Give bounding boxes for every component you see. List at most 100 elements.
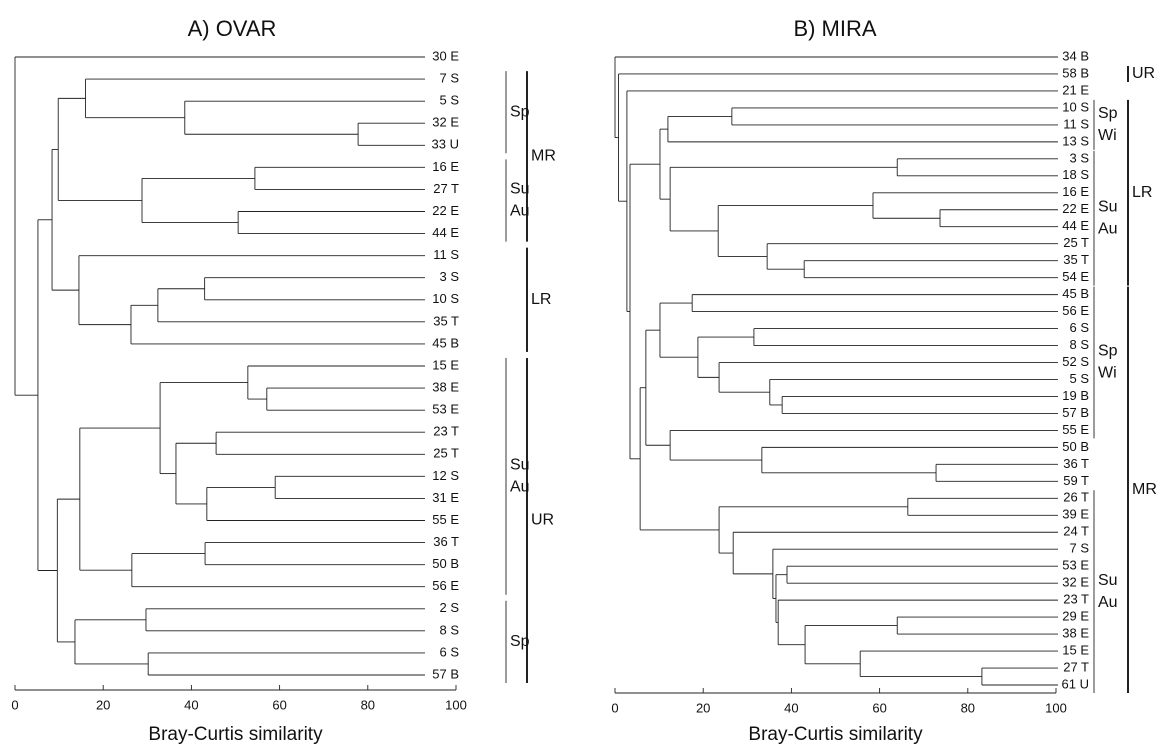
x-tick-label: 40 <box>184 697 198 712</box>
leaf-label: 38 E <box>1062 626 1089 641</box>
season-label: Au <box>1098 594 1118 611</box>
leaf-label: 24 T <box>1063 524 1089 539</box>
leaf-label: 3 S <box>439 269 459 284</box>
season-label: Au <box>510 203 530 220</box>
x-axis-label: Bray-Curtis similarity <box>748 724 923 745</box>
leaf-label: 12 S <box>432 468 459 483</box>
x-tick-label: 20 <box>96 697 110 712</box>
leaf-label: 50 B <box>1062 439 1089 454</box>
zone-label: UR <box>1132 65 1155 82</box>
season-label: Su <box>1098 198 1118 215</box>
panel-title: A) OVAR <box>188 16 277 41</box>
leaf-label: 22 E <box>1062 201 1089 216</box>
leaf-label: 29 E <box>1062 609 1089 624</box>
leaf-label: 2 S <box>439 600 459 615</box>
leaf-label: 25 T <box>1063 235 1089 250</box>
zone-label: UR <box>531 512 554 529</box>
zone-label: LR <box>1132 184 1152 201</box>
season-label: Sp <box>1098 105 1118 122</box>
season-label: Sp <box>510 633 530 650</box>
leaf-label: 56 E <box>1062 303 1089 318</box>
leaf-label: 31 E <box>432 490 459 505</box>
leaf-label: 61 U <box>1062 676 1089 691</box>
leaf-label: 45 B <box>1062 286 1089 301</box>
x-tick-label: 100 <box>445 697 467 712</box>
x-tick-label: 40 <box>784 700 798 715</box>
leaf-label: 15 E <box>432 357 459 372</box>
leaf-label: 59 T <box>1063 473 1089 488</box>
leaf-label: 35 T <box>433 313 459 328</box>
x-tick-label: 0 <box>11 697 18 712</box>
leaf-label: 3 S <box>1069 150 1089 165</box>
season-label: Su <box>510 457 530 474</box>
x-tick-label: 100 <box>1045 700 1067 715</box>
leaf-label: 58 B <box>1062 65 1089 80</box>
leaf-label: 36 T <box>1063 456 1089 471</box>
leaf-label: 33 U <box>432 137 459 152</box>
x-tick-label: 60 <box>272 697 286 712</box>
season-label: Sp <box>510 103 530 120</box>
leaf-label: 19 B <box>1062 388 1089 403</box>
leaf-label: 44 E <box>1062 218 1089 233</box>
leaf-label: 38 E <box>432 380 459 395</box>
leaf-label: 27 T <box>433 181 459 196</box>
zone-label: MR <box>1132 481 1157 498</box>
leaf-label: 21 E <box>1062 82 1089 97</box>
season-label: Wi <box>1098 127 1117 144</box>
leaf-label: 22 E <box>432 203 459 218</box>
season-label: Su <box>510 181 530 198</box>
leaf-label: 52 S <box>1062 354 1089 369</box>
leaf-label: 15 E <box>1062 642 1089 657</box>
leaf-label: 53 E <box>432 402 459 417</box>
leaf-label: 8 S <box>1069 337 1089 352</box>
zone-label: MR <box>531 148 556 165</box>
leaf-label: 39 E <box>1062 507 1089 522</box>
leaf-label: 55 E <box>1062 422 1089 437</box>
season-label: Wi <box>1098 365 1117 382</box>
panel-title: B) MIRA <box>793 16 876 41</box>
leaf-label: 16 E <box>432 159 459 174</box>
x-tick-label: 80 <box>961 700 975 715</box>
leaf-label: 5 S <box>1069 371 1089 386</box>
leaf-label: 8 S <box>439 622 459 637</box>
season-label: Au <box>1098 220 1118 237</box>
leaf-label: 5 S <box>439 93 459 108</box>
x-axis-label: Bray-Curtis similarity <box>148 724 323 745</box>
leaf-label: 36 T <box>433 534 459 549</box>
season-label: Su <box>1098 572 1118 589</box>
leaf-label: 27 T <box>1063 659 1089 674</box>
leaf-label: 13 S <box>1062 133 1089 148</box>
season-label: Au <box>510 479 530 496</box>
leaf-label: 25 T <box>433 446 459 461</box>
leaf-label: 10 S <box>432 291 459 306</box>
x-tick-label: 60 <box>872 700 886 715</box>
leaf-label: 53 E <box>1062 558 1089 573</box>
leaf-label: 23 T <box>433 424 459 439</box>
leaf-label: 16 E <box>1062 184 1089 199</box>
leaf-label: 56 E <box>432 578 459 593</box>
leaf-label: 32 E <box>432 115 459 130</box>
x-tick-label: 0 <box>611 700 618 715</box>
season-label: Sp <box>1098 343 1118 360</box>
leaf-label: 23 T <box>1063 592 1089 607</box>
leaf-label: 7 S <box>439 71 459 86</box>
zone-label: LR <box>531 291 551 308</box>
leaf-label: 54 E <box>1062 269 1089 284</box>
leaf-label: 44 E <box>432 225 459 240</box>
leaf-label: 45 B <box>432 335 459 350</box>
leaf-label: 7 S <box>1069 541 1089 556</box>
leaf-label: 30 E <box>432 48 459 63</box>
leaf-label: 11 S <box>433 247 459 262</box>
leaf-label: 50 B <box>432 556 459 571</box>
leaf-label: 26 T <box>1063 490 1089 505</box>
leaf-label: 6 S <box>1069 320 1089 335</box>
x-tick-label: 80 <box>361 697 375 712</box>
leaf-label: 57 B <box>432 666 459 681</box>
leaf-label: 55 E <box>432 512 459 527</box>
leaf-label: 57 B <box>1062 405 1089 420</box>
leaf-label: 34 B <box>1062 48 1089 63</box>
leaf-label: 35 T <box>1063 252 1089 267</box>
leaf-label: 18 S <box>1062 167 1089 182</box>
leaf-label: 32 E <box>1062 575 1089 590</box>
